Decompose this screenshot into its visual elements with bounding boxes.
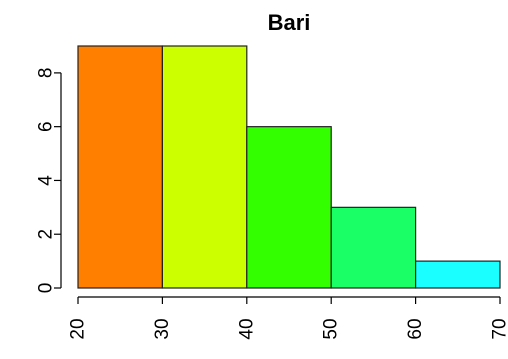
x-axis: 20 30 40 50 60 70 [68, 296, 508, 340]
y-axis: 0 2 4 6 8 [36, 68, 62, 294]
chart-title: Bari [268, 10, 311, 35]
x-tick-label-60: 60 [405, 318, 426, 339]
bars-group [77, 45, 501, 289]
y-tick-label-8: 8 [36, 68, 57, 79]
x-tick-label-20: 20 [68, 318, 89, 339]
histogram-bar-30-40 [161, 45, 248, 289]
histogram-bar-60-70 [415, 260, 501, 289]
histogram-bar-50-60 [330, 206, 417, 289]
x-tick-label-70: 70 [490, 318, 508, 339]
y-tick-label-4: 4 [36, 175, 57, 186]
y-tick-label-6: 6 [36, 121, 57, 132]
histogram-bar-40-50 [246, 126, 332, 289]
x-tick-label-50: 50 [321, 318, 342, 339]
x-tick-label-30: 30 [152, 318, 173, 339]
histogram-bar-20-30 [77, 45, 164, 289]
y-tick-label-0: 0 [36, 283, 57, 294]
y-tick-label-2: 2 [36, 229, 57, 240]
x-tick-label-40: 40 [236, 318, 257, 339]
